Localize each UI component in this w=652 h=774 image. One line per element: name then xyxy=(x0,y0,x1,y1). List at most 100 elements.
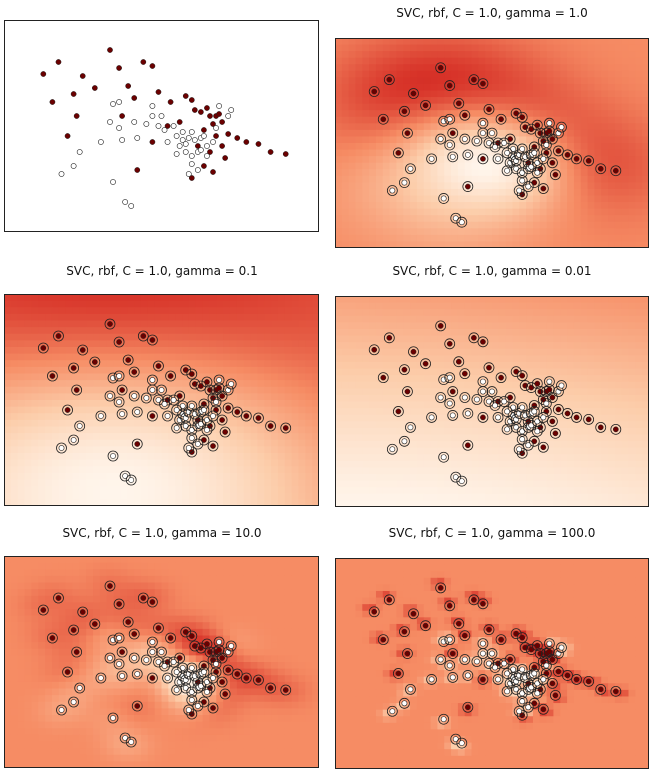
heatmap-cell xyxy=(348,467,357,475)
heatmap-cell xyxy=(587,143,595,151)
heatmap-cell xyxy=(175,459,183,467)
heatmap-cell xyxy=(642,241,649,248)
heatmap-cell xyxy=(621,83,630,92)
heatmap-cell xyxy=(271,446,279,454)
heatmap-cell xyxy=(635,208,643,216)
heatmap-cell xyxy=(580,493,589,501)
heatmap-cell xyxy=(416,129,425,138)
heatmap-cell xyxy=(464,474,473,482)
heatmap-cell xyxy=(4,413,12,421)
heatmap-cell xyxy=(498,368,507,376)
heatmap-cell xyxy=(127,439,135,447)
heatmap-cell xyxy=(608,64,616,72)
heatmap-cell xyxy=(389,90,398,98)
heatmap-cell xyxy=(375,162,384,170)
heatmap-cell xyxy=(573,110,582,118)
heatmap-cell xyxy=(430,355,438,363)
heatmap-cell xyxy=(216,446,224,454)
heatmap-cell xyxy=(396,241,404,248)
heatmap-cell xyxy=(209,492,217,500)
point-class-dark xyxy=(449,130,456,136)
heatmap-cell xyxy=(608,302,616,310)
point-class-light xyxy=(116,399,122,405)
support-vector-ring xyxy=(495,113,507,125)
heatmap-cell xyxy=(464,123,473,131)
heatmap-cell xyxy=(65,499,74,506)
heatmap-cell xyxy=(10,313,19,322)
heatmap-cell xyxy=(65,327,74,335)
heatmap-cell xyxy=(382,241,391,248)
heatmap-cell xyxy=(271,373,279,381)
heatmap-cell xyxy=(79,300,87,308)
heatmap-cell xyxy=(38,366,46,375)
heatmap-cell xyxy=(594,64,602,72)
heatmap-cell xyxy=(127,340,135,348)
heatmap-cell xyxy=(79,486,87,494)
heatmap-cell xyxy=(573,335,582,343)
heatmap-cell xyxy=(553,500,561,507)
heatmap-cell xyxy=(403,234,411,243)
heatmap-cell xyxy=(403,136,411,144)
heatmap-cell xyxy=(51,466,60,474)
heatmap-cell xyxy=(614,480,623,488)
heatmap-cell xyxy=(403,335,411,343)
heatmap-cell xyxy=(532,44,541,52)
heatmap-cell xyxy=(601,44,609,52)
heatmap-cell xyxy=(628,328,636,337)
heatmap-cell xyxy=(621,44,630,52)
heatmap-cell xyxy=(642,335,649,343)
heatmap-cell xyxy=(120,294,128,302)
heatmap-cell xyxy=(614,454,623,462)
heatmap-cell xyxy=(369,202,377,210)
heatmap-cell xyxy=(505,322,514,330)
point-class-dark xyxy=(531,144,538,150)
heatmap-cell xyxy=(58,426,67,434)
heatmap-cell xyxy=(614,394,623,403)
heatmap-cell xyxy=(498,208,507,216)
heatmap-cell xyxy=(93,479,101,487)
heatmap-cell xyxy=(375,57,384,65)
heatmap-cell xyxy=(478,188,486,197)
heatmap-cell xyxy=(573,381,582,389)
heatmap-cell xyxy=(573,309,582,317)
heatmap-cell xyxy=(621,156,630,164)
heatmap-cell xyxy=(93,386,101,394)
heatmap-cell xyxy=(512,460,520,469)
heatmap-cell xyxy=(362,441,370,449)
heatmap-cell xyxy=(58,492,67,500)
heatmap-cell xyxy=(362,401,370,409)
point-class-dark xyxy=(410,90,417,97)
point-class-light xyxy=(225,113,232,119)
heatmap-cell xyxy=(492,64,500,72)
heatmap-cell xyxy=(505,328,514,337)
heatmap-cell xyxy=(51,459,60,467)
heatmap-cell xyxy=(362,182,370,190)
heatmap-cell xyxy=(512,83,520,92)
heatmap-cell xyxy=(485,169,493,177)
heatmap-cell xyxy=(312,313,319,322)
heatmap-cell xyxy=(608,70,616,78)
heatmap-cell xyxy=(526,77,534,85)
heatmap-cell xyxy=(382,493,391,501)
heatmap-cell xyxy=(464,348,473,356)
heatmap-cell xyxy=(236,486,245,494)
heatmap-cell xyxy=(396,83,404,92)
heatmap-cell xyxy=(175,360,183,368)
heatmap-cell xyxy=(403,394,411,403)
support-vector-ring xyxy=(147,374,158,386)
heatmap-cell xyxy=(512,296,520,304)
support-vector-ring xyxy=(447,151,459,163)
heatmap-cell xyxy=(38,472,46,481)
heatmap-cell xyxy=(498,467,507,475)
heatmap-cell xyxy=(348,129,357,138)
heatmap-cell xyxy=(573,143,582,151)
heatmap-cell xyxy=(147,439,156,447)
heatmap-cell xyxy=(51,313,60,322)
heatmap-cell xyxy=(362,195,370,203)
heatmap-cell xyxy=(416,182,425,190)
point-class-dark xyxy=(70,365,77,371)
heatmap-cell xyxy=(341,441,350,449)
heatmap-cell xyxy=(277,393,286,401)
heatmap-cell xyxy=(51,426,60,434)
heatmap-cell xyxy=(580,38,589,46)
